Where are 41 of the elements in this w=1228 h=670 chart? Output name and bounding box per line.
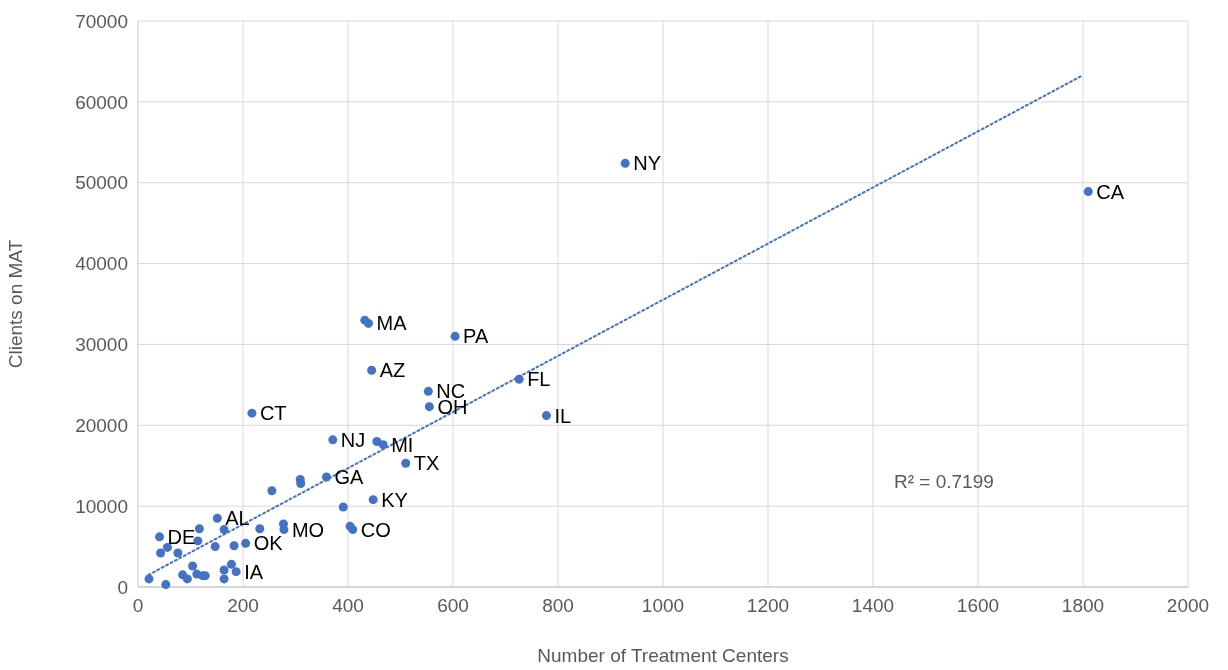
- y-tick-label: 40000: [75, 253, 128, 275]
- x-tick-label: 1400: [851, 595, 895, 616]
- annotation: DE: [167, 525, 196, 548]
- x-axis-title: Number of Treatment Centers: [537, 645, 789, 666]
- x-tick-label: 200: [227, 595, 259, 616]
- y-tick-label: 70000: [75, 10, 128, 32]
- annotation: FL: [527, 368, 551, 391]
- x-tick-label: 1200: [746, 595, 790, 616]
- x-tick-label: 600: [437, 595, 469, 616]
- annotation: TX: [413, 452, 440, 475]
- y-tick-label: 0: [117, 576, 128, 598]
- annotation: AL: [225, 507, 250, 530]
- annotation: OK: [253, 532, 284, 555]
- annotation: KY: [381, 488, 408, 511]
- annotation: CO: [360, 518, 391, 541]
- annotation: MO: [291, 518, 325, 541]
- annotation: MA: [376, 312, 408, 335]
- y-axis-title: Clients on MAT: [5, 239, 26, 369]
- x-tick-label: 1800: [1061, 595, 1105, 616]
- annotation: MI: [391, 433, 414, 456]
- annotation: CA: [1096, 180, 1125, 203]
- y-tick-label: 30000: [75, 334, 128, 356]
- annotation: PA: [463, 325, 489, 348]
- annotation: AZ: [379, 359, 406, 382]
- x-tick-label: 800: [542, 595, 574, 616]
- annotation: IA: [244, 560, 264, 583]
- annotation: GA: [334, 466, 365, 489]
- x-tick-label: 0: [132, 595, 144, 616]
- annotation: NY: [633, 152, 661, 175]
- y-tick-label: 10000: [75, 495, 128, 517]
- annotation: R² = 0.7199: [894, 470, 994, 492]
- annotation: CT: [259, 402, 287, 425]
- x-tick-label: 2000: [1166, 595, 1210, 616]
- x-tick-label: 1000: [641, 595, 685, 616]
- y-tick-label: 20000: [75, 414, 128, 436]
- annotation: IL: [554, 404, 572, 427]
- annotation: NJ: [340, 428, 366, 451]
- x-tick-label: 400: [332, 595, 364, 616]
- y-tick-label: 50000: [75, 172, 128, 194]
- x-tick-label: 1600: [956, 595, 1000, 616]
- y-tick-label: 60000: [75, 91, 128, 113]
